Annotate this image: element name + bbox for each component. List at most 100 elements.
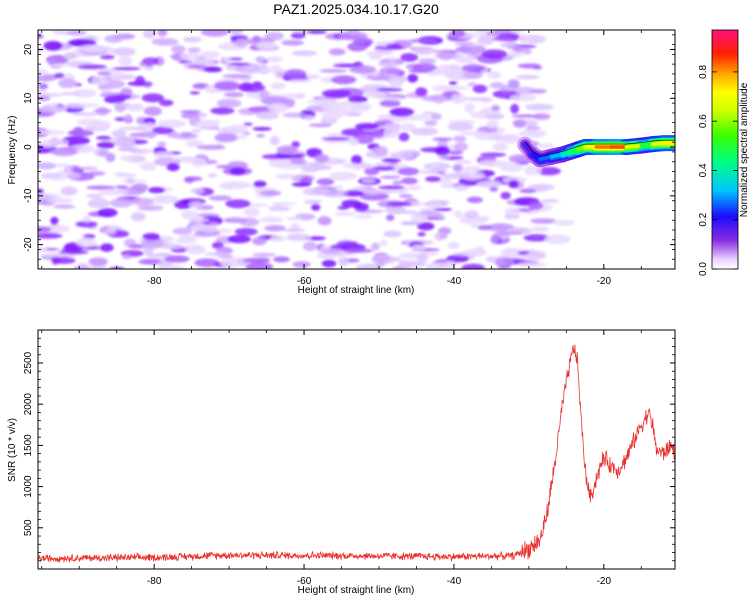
noise-blob [529, 218, 557, 224]
noise-blob [85, 193, 104, 199]
noise-blob [303, 199, 323, 205]
noise-blob [152, 126, 174, 135]
noise-blob [96, 141, 115, 149]
noise-blob [173, 199, 194, 209]
noise-blob [77, 166, 99, 171]
noise-blob [532, 113, 551, 120]
noise-blob [426, 262, 442, 269]
noise-blob [138, 258, 164, 265]
signal-segment [523, 142, 535, 157]
noise-blob [63, 52, 77, 60]
noise-blob [486, 223, 515, 232]
colorbar-label: Normalized spectral amplitude [739, 82, 750, 217]
noise-blob [222, 78, 247, 82]
noise-blob [472, 84, 488, 94]
noise-blob [273, 256, 291, 263]
noise-blob [281, 39, 305, 46]
noise-blob [142, 233, 161, 241]
noise-blob [416, 253, 429, 263]
noise-blob [71, 112, 101, 116]
noise-blob [481, 49, 508, 59]
noise-blob [185, 139, 204, 148]
noise-blob [82, 215, 92, 223]
noise-blob [400, 260, 427, 268]
noise-blob [157, 141, 167, 147]
noise-blob [255, 56, 266, 64]
noise-blob [234, 37, 249, 48]
noise-blob [486, 120, 499, 129]
signal-segment [650, 141, 666, 146]
noise-blob [130, 150, 148, 154]
noise-blob [355, 263, 382, 269]
noise-blob [190, 157, 207, 168]
noise-blob [500, 42, 516, 48]
noise-blob [400, 221, 422, 226]
snr-series-line [38, 344, 675, 563]
noise-blob [129, 103, 144, 110]
noise-blob [421, 111, 437, 115]
noise-blob [382, 73, 400, 78]
noise-blob [336, 240, 358, 247]
noise-blob [115, 138, 136, 149]
noise-blob [308, 123, 333, 128]
noise-blob [207, 173, 218, 178]
noise-blob [434, 145, 451, 156]
noise-blob [91, 76, 110, 85]
noise-blob [252, 252, 277, 257]
noise-blob [493, 231, 524, 235]
noise-blob [447, 241, 460, 250]
noise-blob [100, 243, 114, 252]
noise-blob [391, 208, 401, 214]
noise-blob [82, 103, 100, 108]
noise-blob [407, 185, 423, 191]
noise-blob [60, 186, 78, 196]
signal-segment [624, 143, 644, 149]
noise-blob [372, 146, 389, 156]
noise-blob [291, 181, 312, 187]
noise-blob [159, 243, 183, 250]
noise-blob [111, 129, 127, 138]
noise-blobs [38, 30, 575, 269]
noise-blob [276, 145, 299, 155]
colorbar-ticks: 0.0 0.2 0.4 0.6 0.8 [698, 64, 738, 276]
noise-blob [312, 165, 333, 171]
snr-panel: -80 -60 -40 -20 500 1000 1500 2000 2500 Height … [7, 329, 676, 596]
signal-track [517, 135, 675, 168]
noise-blob [77, 64, 108, 70]
snr-y-tick-label: 1000 [23, 475, 34, 498]
noise-blob [379, 239, 388, 247]
noise-blob [208, 222, 219, 227]
noise-blob [306, 30, 327, 34]
noise-blob [448, 150, 464, 155]
noise-blob [266, 56, 284, 63]
noise-blob [121, 254, 133, 260]
noise-blob [366, 92, 387, 99]
noise-blob [411, 244, 427, 251]
noise-blob [38, 68, 48, 77]
noise-blob [311, 203, 321, 211]
noise-blob [38, 162, 57, 170]
noise-blob [38, 188, 45, 194]
noise-blob [125, 178, 136, 185]
noise-blob [259, 216, 284, 223]
noise-blob [526, 250, 547, 260]
noise-blob [462, 97, 493, 101]
noise-blob [243, 207, 261, 217]
noise-blob [379, 99, 401, 108]
noise-blob [316, 178, 335, 186]
noise-blob [151, 37, 179, 46]
spectrogram-x-tick-label: -20 [597, 276, 612, 287]
snr-y-label: SNR (10 * v/v) [7, 418, 18, 482]
noise-blob [528, 201, 544, 210]
noise-blob [388, 80, 404, 89]
noise-blob [49, 136, 61, 147]
noise-blob [290, 32, 306, 39]
noise-blob [103, 229, 117, 235]
noise-blob [461, 64, 486, 72]
noise-blob [291, 50, 317, 57]
noise-blob [148, 186, 166, 194]
noise-blob [379, 66, 402, 77]
noise-blob [144, 57, 154, 67]
noise-blob [452, 211, 464, 215]
noise-blob [476, 180, 502, 188]
